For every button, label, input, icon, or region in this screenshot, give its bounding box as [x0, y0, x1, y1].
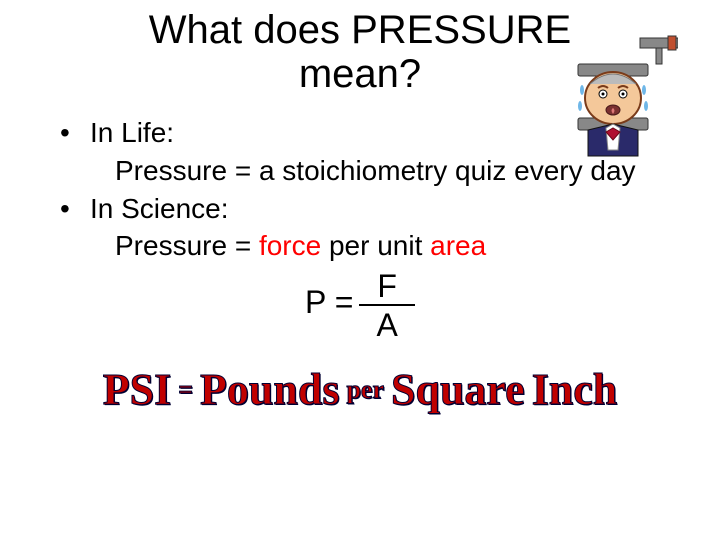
science-prefix: Pressure = — [115, 230, 259, 261]
stressed-man-cartoon — [568, 28, 678, 158]
wordart-eq: = — [178, 375, 193, 404]
wordart-square: Square — [391, 365, 525, 414]
science-force: force — [259, 230, 321, 261]
bullet-dot: • — [60, 190, 90, 228]
wordart-psi: PSI — [103, 365, 171, 414]
psi-wordart: PSI = Pounds per Square Inch — [60, 360, 660, 419]
wordart-pounds: Pounds — [200, 365, 339, 414]
formula-denominator: A — [376, 306, 397, 343]
formula: P = F A — [60, 271, 660, 345]
title-line2: mean? — [299, 52, 421, 96]
formula-fraction: F A — [359, 269, 415, 343]
science-mid: per unit — [321, 230, 430, 261]
wordart-per: per — [346, 375, 384, 404]
bullet-in-science: • In Science: — [60, 190, 660, 228]
formula-numerator: F — [359, 269, 415, 306]
wordart-inch: Inch — [532, 365, 618, 414]
formula-lhs: P = — [305, 281, 353, 324]
science-area: area — [430, 230, 486, 261]
in-science-label: In Science: — [90, 190, 229, 228]
in-life-label: In Life: — [90, 114, 174, 152]
title-line1: What does PRESSURE — [149, 8, 571, 52]
in-science-detail: Pressure = force per unit area — [60, 227, 660, 265]
bullet-dot: • — [60, 114, 90, 152]
